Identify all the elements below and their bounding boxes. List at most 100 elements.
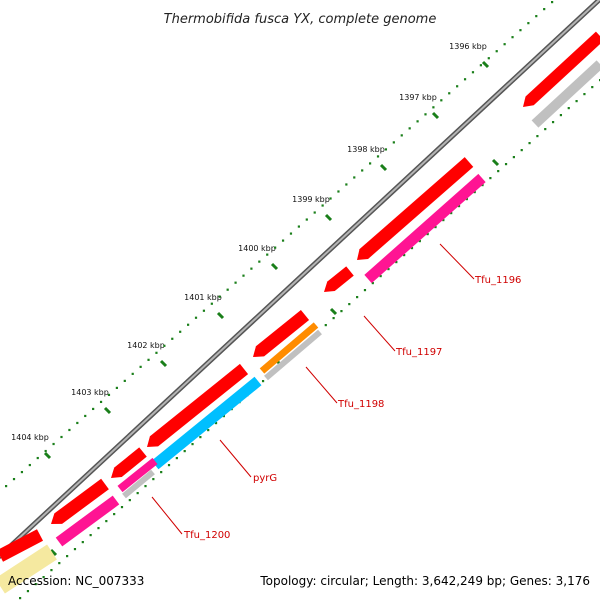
gc-dot — [340, 310, 343, 313]
gc-dot — [234, 281, 237, 284]
gc-dot — [179, 330, 182, 333]
forward-gene-arrow — [324, 266, 354, 292]
cds-gray-bar — [122, 469, 155, 499]
gene-label[interactable]: Tfu_1200 — [183, 530, 230, 541]
gc-dot — [42, 576, 45, 579]
cds-orange-bar — [259, 322, 319, 374]
cds-cyan-bar — [151, 376, 262, 470]
gc-dot — [543, 8, 546, 11]
scale-tick — [324, 213, 333, 222]
gc-dot — [463, 78, 467, 81]
map-title: Thermobifida fusca YX, complete genome — [164, 12, 437, 27]
gc-dot — [191, 443, 194, 446]
gc-dot — [495, 50, 498, 53]
gc-dot — [356, 296, 359, 299]
gc-dot — [250, 267, 253, 270]
gc-dot — [115, 386, 118, 389]
gc-dot — [400, 134, 403, 137]
gc-dot — [457, 205, 461, 208]
gc-dot — [504, 163, 508, 166]
scale-tick — [481, 60, 490, 69]
scale-ruler: 1396 kbp 1397 kbp 1398 kbp 1399 kbp 1400 kbp… — [11, 42, 490, 460]
forward-gene-arrow — [0, 529, 44, 562]
gc-dot — [107, 393, 111, 397]
gc-dot — [376, 155, 380, 158]
label-leader-line — [219, 439, 252, 478]
gc-dot — [5, 485, 8, 488]
gc-dot — [202, 309, 206, 312]
scale-tick-label: 1398 kbp — [347, 145, 385, 154]
cds-yellow-bar — [0, 544, 57, 594]
gc-dot — [155, 351, 158, 354]
gc-dot — [519, 29, 522, 32]
gc-dot — [384, 148, 388, 151]
gc-dot — [44, 449, 47, 453]
gc-dot — [535, 15, 538, 18]
gc-dot — [36, 456, 39, 460]
gc-dot — [465, 198, 468, 201]
forward-gene-arrow — [147, 363, 249, 447]
scale-tick — [431, 111, 440, 120]
gc-dot — [50, 569, 53, 572]
gc-dot — [403, 254, 406, 257]
gene-label[interactable]: Tfu_1196 — [474, 275, 521, 286]
gc-dot — [305, 218, 308, 221]
gc-dot — [567, 107, 570, 110]
gc-dot — [426, 233, 429, 236]
cds-gray-bar — [531, 60, 600, 128]
gc-dot — [528, 142, 531, 145]
scale-tick-label: 1399 kbp — [292, 195, 330, 204]
gene-label[interactable]: pyrG — [253, 473, 277, 484]
gc-dot — [332, 317, 335, 320]
scale-tick — [43, 451, 52, 460]
gc-dot — [520, 149, 523, 152]
gc-dot — [163, 344, 166, 347]
gc-dot — [345, 183, 348, 186]
gc-dot — [68, 428, 71, 432]
gc-dot — [187, 323, 190, 326]
gc-dot — [387, 268, 390, 271]
gc-dot — [258, 260, 261, 263]
gc-dot — [395, 261, 398, 264]
gc-dot — [175, 457, 178, 460]
scale-tick — [216, 311, 225, 320]
gc-dot — [313, 211, 316, 214]
gc-dot — [144, 485, 147, 488]
scale-tick-label: 1402 kbp — [127, 341, 165, 350]
gc-dot — [448, 92, 451, 95]
gc-dot — [89, 534, 92, 537]
gc-dot — [440, 99, 443, 102]
gene-label[interactable]: Tfu_1198 — [337, 399, 384, 410]
gc-dot — [337, 190, 340, 193]
gc-dot — [242, 274, 245, 277]
gc-dot — [434, 226, 437, 229]
gc-dot — [222, 415, 225, 418]
gc-dot — [559, 114, 563, 117]
gc-dot — [167, 464, 171, 467]
inner-tick — [49, 548, 58, 557]
gc-dot — [139, 365, 142, 368]
forward-gene-arrow — [253, 309, 310, 357]
backbone-inner — [0, 0, 600, 558]
gc-dot — [73, 548, 77, 551]
inner-tick — [329, 307, 338, 316]
gc-dot — [26, 590, 30, 593]
gc-dot — [527, 22, 530, 25]
gc-dot — [379, 275, 382, 278]
gc-dot — [416, 120, 419, 123]
gc-dot — [497, 170, 500, 173]
scale-tick — [270, 262, 279, 271]
gc-dot — [28, 463, 31, 467]
gc-dot — [432, 106, 435, 109]
gc-dot — [123, 379, 126, 382]
gene-label[interactable]: Tfu_1197 — [395, 347, 442, 358]
gc-dot — [12, 477, 16, 481]
gc-dot — [147, 358, 150, 361]
gc-dot — [34, 583, 37, 586]
gc-dot — [20, 470, 24, 474]
gc-dot — [218, 295, 221, 298]
scale-tick — [379, 163, 388, 172]
scale-tick-label: 1397 kbp — [399, 93, 437, 102]
gc-dot — [128, 499, 131, 502]
gc-dot — [199, 436, 202, 439]
